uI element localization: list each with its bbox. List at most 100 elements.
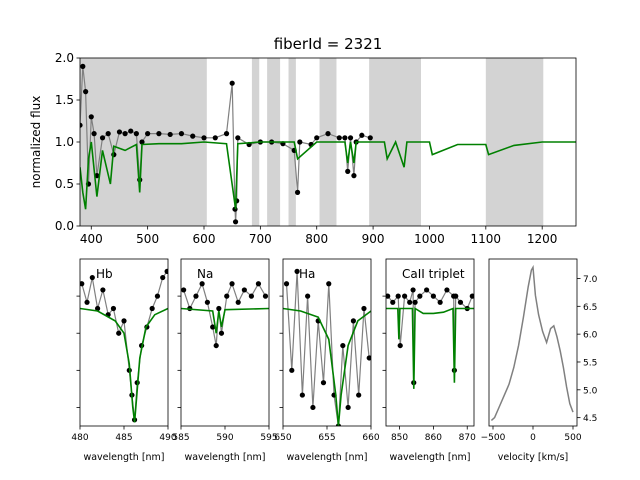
observed-point (224, 293, 230, 299)
y-tick-label: 5.5 (583, 358, 597, 368)
x-tick-label: 400 (80, 232, 103, 246)
masked-region (485, 58, 544, 226)
observed-point (80, 281, 85, 287)
observed-point (84, 299, 90, 305)
observed-spectrum-line (81, 271, 168, 420)
x-axis-label: wavelength [nm] (286, 452, 367, 463)
plot-area (80, 58, 576, 226)
observed-point (210, 324, 216, 330)
observed-point (160, 274, 166, 281)
observed-point (100, 287, 106, 293)
observed-point (110, 305, 117, 312)
observed-point (128, 128, 134, 134)
panel-title: CaII triplet (402, 267, 465, 281)
observed-point (305, 293, 311, 299)
panel-1: 480 485 490 wavelength [nm] Hb (71, 258, 177, 463)
observed-point (105, 131, 111, 137)
observed-point (326, 281, 332, 287)
observed-point (99, 135, 106, 141)
x-axis-label: wavelength [nm] (184, 452, 265, 463)
observed-point (437, 299, 443, 305)
observed-point (145, 131, 151, 137)
x-tick-label: 1000 (414, 232, 445, 246)
model-spectrum-line (386, 307, 474, 389)
x-tick-label: 600 (193, 232, 216, 246)
x-tick-label: 480 (71, 433, 88, 443)
observed-point (204, 299, 210, 305)
panel-frame (385, 258, 475, 427)
x-tick-label: 0 (530, 433, 536, 443)
observed-point (229, 281, 235, 287)
panel-frame (180, 258, 270, 427)
y-tick-label: 2.0 (55, 51, 74, 65)
y-tick-label: 7.0 (583, 275, 598, 285)
x-tick-label: 850 (391, 433, 408, 443)
observed-point (80, 122, 83, 128)
observed-point (297, 139, 303, 145)
panel-3: 650 655 660 wavelength [nm] Ha (274, 258, 380, 463)
observed-point (367, 135, 373, 141)
observed-point (340, 342, 346, 349)
observed-point (390, 299, 396, 305)
observed-point (83, 89, 89, 95)
x-tick-label: −500 (481, 433, 506, 443)
x-tick-label: 500 (136, 232, 159, 246)
observed-point (193, 293, 199, 299)
y-tick-label: 0.0 (55, 219, 74, 233)
observed-point (289, 367, 295, 373)
observed-point (320, 380, 327, 386)
observed-point (201, 135, 207, 141)
observed-point (342, 135, 348, 141)
observed-point (181, 287, 187, 293)
observed-point (412, 299, 418, 305)
observed-point (156, 131, 162, 137)
observed-point (294, 268, 300, 274)
observed-point (402, 293, 408, 299)
observed-point (410, 287, 416, 293)
y-tick-label: 0.5 (55, 177, 74, 191)
x-tick-label: 700 (249, 232, 272, 246)
observed-point (255, 281, 262, 287)
observed-point (294, 189, 301, 195)
observed-point (314, 135, 320, 141)
x-tick-label: 800 (305, 232, 328, 246)
panel-title: Ha (299, 267, 315, 281)
x-tick-label: 500 (564, 433, 581, 443)
observed-point (116, 330, 122, 336)
model-spectrum-line (80, 139, 576, 210)
observed-point (213, 342, 219, 349)
y-tick-label: 6.5 (583, 303, 597, 313)
observed-point (149, 305, 155, 312)
observed-point (80, 63, 86, 69)
y-tick-label: 6.0 (583, 331, 598, 341)
observed-point (235, 135, 241, 141)
observed-point (347, 135, 354, 141)
plot-area (386, 287, 474, 389)
panel-4: 850 860 870 wavelength [nm] CaII triplet (382, 258, 476, 463)
observed-point (232, 219, 239, 225)
observed-point (248, 293, 254, 299)
observed-point (430, 293, 436, 299)
observed-point (469, 293, 474, 299)
x-tick-label: 490 (159, 433, 176, 443)
panel-0: 400 500 600 700 800 900 1000 1100 1200 0.0 0.5 1.0 1… (55, 51, 577, 246)
x-tick-label: 585 (172, 433, 189, 443)
main-ylabel: normalized flux (29, 96, 43, 189)
observed-point (361, 305, 367, 312)
observed-point (95, 305, 101, 312)
observed-point (241, 287, 247, 293)
observed-point (88, 114, 94, 120)
observed-point (299, 392, 305, 398)
observed-point (359, 132, 365, 138)
observed-point (345, 168, 351, 174)
x-tick-label: 860 (425, 433, 442, 443)
observed-point (397, 342, 403, 349)
model-spectrum-line (80, 307, 168, 423)
observed-point (235, 299, 241, 305)
observed-point (116, 129, 123, 135)
panel-2: 585 590 595 wavelength [nm] Na (172, 258, 278, 463)
x-axis-label: velocity [km/s] (498, 452, 568, 463)
x-tick-label: 1100 (471, 232, 502, 246)
